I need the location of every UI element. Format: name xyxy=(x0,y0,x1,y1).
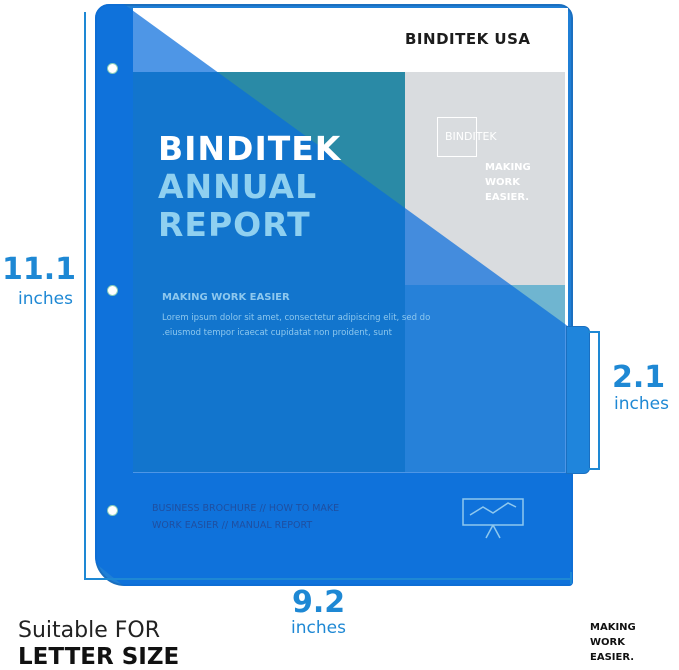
tab-dimension-end xyxy=(588,468,600,470)
index-tab xyxy=(566,326,590,474)
title-line: REPORT xyxy=(158,205,311,244)
slogan-line: MAKING xyxy=(485,162,531,173)
title-line: BINDITEK xyxy=(158,129,342,168)
footer-line: BUSINESS BROCHURE // HOW TO MAKE xyxy=(152,503,340,514)
cover-footer: BUSINESS BROCHURE // HOW TO MAKE WORK EA… xyxy=(152,500,339,534)
width-dimension-line xyxy=(84,578,572,580)
slogan-line: EASIER. xyxy=(485,192,530,203)
tab-unit: inches xyxy=(614,394,669,414)
width-dimension-end xyxy=(570,572,572,584)
tab-dimension-line xyxy=(598,331,600,470)
height-dimension-line xyxy=(84,12,86,580)
slogan-line: WORK xyxy=(485,177,520,188)
punch-hole xyxy=(107,285,118,296)
height-unit: inches xyxy=(18,289,73,309)
caption-letter-size: LETTER SIZE xyxy=(18,644,180,670)
width-value: 9.2 xyxy=(292,585,346,620)
height-value: 11.1 xyxy=(2,252,77,287)
tagline: MAKING WORK EASIER. xyxy=(590,620,636,665)
cover-title: BINDITEK ANNUAL REPORT xyxy=(158,130,341,244)
presentation-board-icon xyxy=(462,498,524,539)
tab-value: 2.1 xyxy=(612,360,666,395)
width-unit: inches xyxy=(291,618,346,638)
punch-hole xyxy=(107,63,118,74)
caption-suitable: Suitable FOR xyxy=(18,618,160,643)
brand-header: BINDITEK USA xyxy=(405,30,531,48)
tagline-line: EASIER. xyxy=(590,652,635,663)
punch-hole xyxy=(107,505,118,516)
tab-dimension-end xyxy=(588,331,600,333)
title-line: ANNUAL xyxy=(158,167,318,206)
logo-text: BINDITEK xyxy=(445,130,497,143)
cover-body: Lorem ipsum dolor sit amet, consectetur … xyxy=(162,313,431,338)
cover-slogan: MAKING WORK EASIER. xyxy=(485,160,531,205)
tagline-line: WORK xyxy=(590,637,625,648)
tagline-line: MAKING xyxy=(590,622,636,633)
cover-subtitle: MAKING WORK EASIER xyxy=(162,292,290,303)
footer-line: WORK EASIER // MANUAL REPORT xyxy=(152,520,313,531)
logo-box xyxy=(437,117,477,157)
